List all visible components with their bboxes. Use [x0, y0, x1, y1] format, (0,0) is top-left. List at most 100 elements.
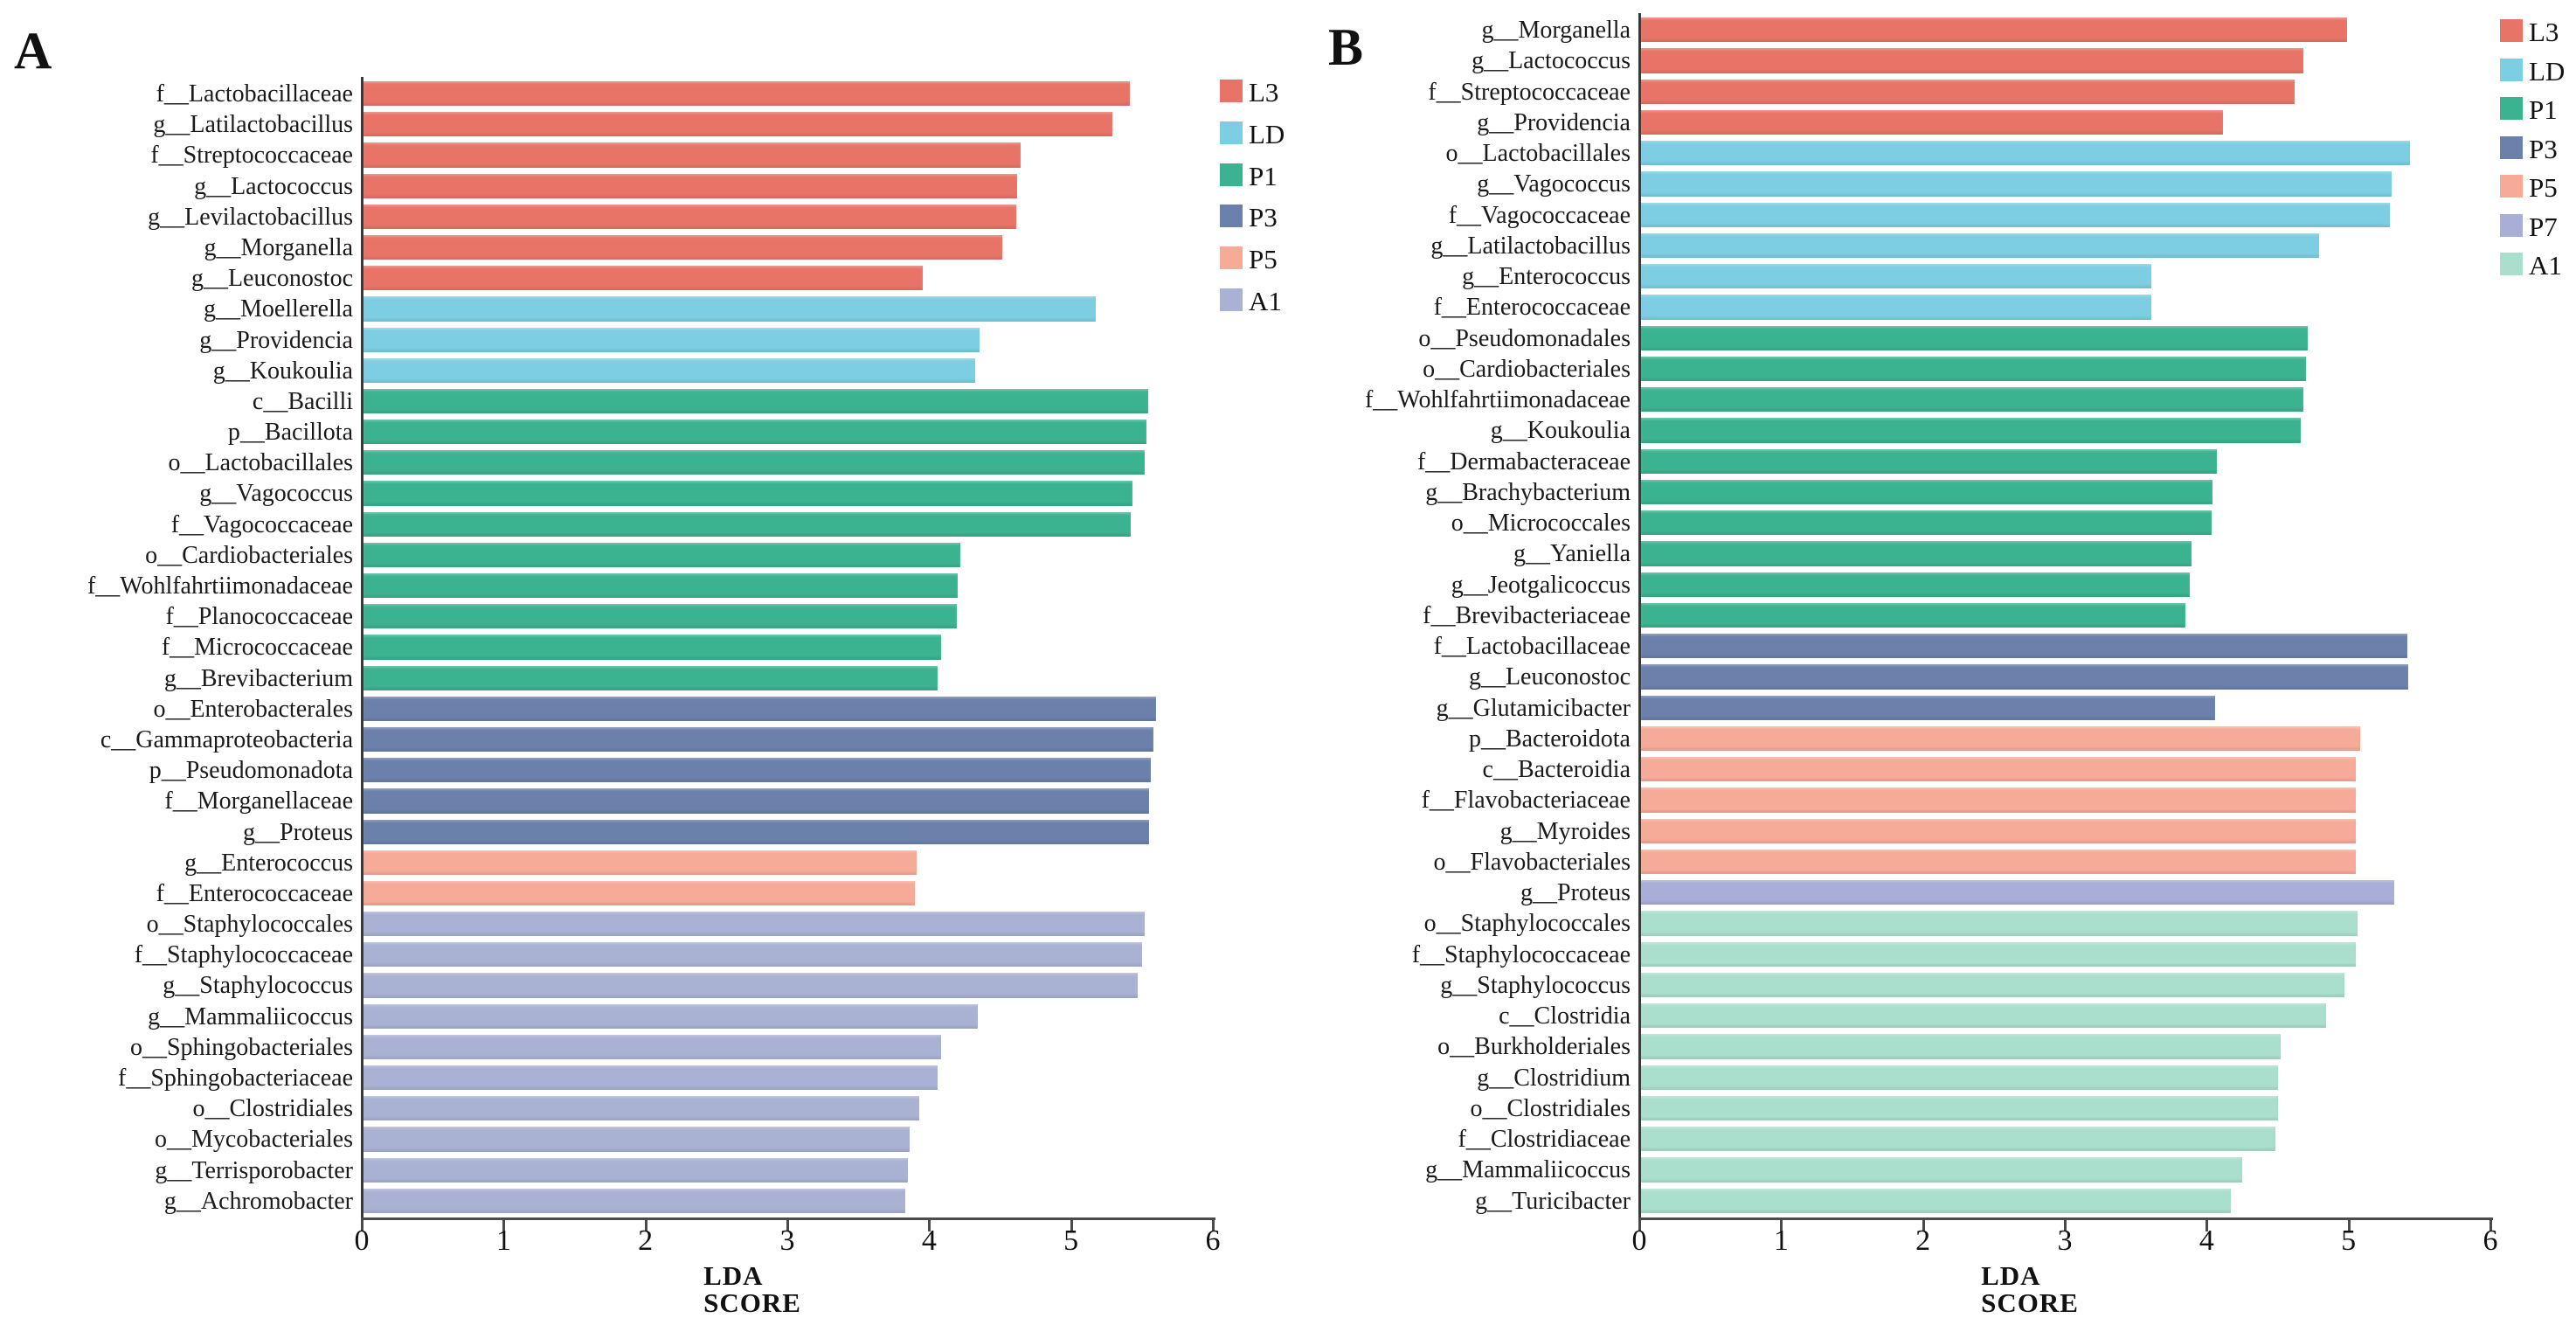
- bar-g__Latilactobacillus: [364, 112, 1112, 137]
- taxon-label: g__Glutamicibacter: [1436, 694, 1631, 722]
- taxon-label: p__Pseudomonadota: [149, 757, 353, 785]
- x-tick: [928, 1220, 931, 1231]
- bar-g__Jeotgalicoccus: [1641, 572, 2190, 597]
- x-tick-label: 3: [779, 1224, 795, 1257]
- taxon-label: g__Staphylococcus: [1440, 971, 1631, 999]
- taxon-label: f__Morganellaceae: [164, 787, 353, 815]
- taxon-label: o__Cardiobacteriales: [145, 541, 353, 569]
- bar-g__Vagococcus: [364, 481, 1132, 506]
- taxon-label: o__Lactobacillales: [1445, 140, 1631, 168]
- x-tick-label: 2: [1915, 1224, 1931, 1257]
- x-tick: [2064, 1220, 2067, 1231]
- x-tick-label: 6: [2483, 1224, 2498, 1257]
- taxon-label: g__Myroides: [1499, 817, 1631, 845]
- bar-o__Mycobacteriales: [364, 1127, 910, 1152]
- bar-f__Brevibacteriaceae: [1641, 602, 2185, 628]
- bar-f__Planococcaceae: [364, 604, 957, 629]
- x-tick: [361, 1220, 364, 1231]
- bar-g__Terrisporobacter: [364, 1157, 908, 1183]
- legend-label-L3: L3: [2529, 17, 2559, 47]
- taxon-label: p__Bacteroidota: [1468, 725, 1631, 753]
- taxon-label: g__Enterococcus: [184, 849, 353, 877]
- bar-g__Lactococcus: [364, 173, 1017, 198]
- taxon-label: f__Vagococcaceae: [1448, 201, 1631, 229]
- x-tick-label: 0: [1631, 1224, 1647, 1257]
- bar-c__Bacteroidia: [1641, 757, 2356, 782]
- taxon-label: g__Morganella: [204, 233, 353, 261]
- x-tick-label: 5: [2341, 1224, 2357, 1257]
- bar-g__Glutamicibacter: [1641, 695, 2215, 720]
- taxon-label: o__Flavobacteriales: [1433, 848, 1631, 876]
- bar-g__Brevibacterium: [364, 665, 938, 690]
- bar-f__Clostridiaceae: [1641, 1127, 2275, 1152]
- bar-g__Brachybacterium: [1641, 479, 2212, 505]
- x-tick-label: 4: [2199, 1224, 2214, 1257]
- x-tick: [2347, 1220, 2351, 1231]
- legend-label-P3: P3: [1249, 202, 1278, 233]
- bar-g__Mammaliicoccus: [364, 1003, 978, 1029]
- taxon-label: f__Dermabacteraceae: [1416, 447, 1631, 475]
- bar-g__Morganella: [1641, 17, 2347, 43]
- legend-swatch-P1: [1220, 163, 1243, 186]
- taxon-label: g__Lactococcus: [1472, 47, 1631, 75]
- taxon-label: g__Lactococcus: [194, 172, 353, 200]
- bar-g__Myroides: [1641, 818, 2356, 843]
- taxon-label: g__Terrisporobacter: [155, 1156, 353, 1184]
- legend-swatch-P3: [1220, 205, 1243, 228]
- bar-f__Lactobacillaceae: [1641, 634, 2407, 659]
- taxon-label: f__Enterococcaceae: [156, 879, 353, 907]
- taxon-label: f__Wohlfahrtiimonadaceae: [1364, 386, 1631, 414]
- bar-g__Moellerella: [364, 296, 1096, 322]
- x-tick-label: 4: [921, 1224, 937, 1257]
- taxon-label: g__Staphylococcus: [163, 972, 353, 1000]
- taxon-label: c__Bacteroidia: [1482, 756, 1631, 784]
- legend-swatch-P3: [2500, 135, 2523, 159]
- taxon-label: g__Turicibacter: [1475, 1187, 1631, 1215]
- legend-label-LD: LD: [2529, 55, 2566, 87]
- taxon-label: g__Moellerella: [203, 295, 353, 323]
- legend-swatch-P5: [1220, 246, 1243, 270]
- bar-g__Yaniella: [1641, 541, 2192, 566]
- legend-label-A1: A1: [1249, 286, 1282, 316]
- bar-p__Bacteroidota: [1641, 725, 2360, 752]
- taxon-label: g__Proteus: [243, 818, 353, 846]
- bar-f__Flavobacteriaceae: [1641, 787, 2356, 813]
- taxon-label: g__Mammaliicoccus: [148, 1002, 353, 1030]
- bar-f__Streptococcaceae: [1641, 79, 2295, 104]
- legend-swatch-LD: [1220, 121, 1243, 144]
- bar-f__Wohlfahrtiimonadaceae: [364, 573, 958, 599]
- taxon-label: f__Staphylococcaceae: [134, 941, 353, 969]
- taxon-label: f__Brevibacteriaceae: [1423, 601, 1631, 629]
- bar-f__Sphingobacteriaceae: [364, 1065, 938, 1091]
- x-tick: [502, 1220, 506, 1231]
- legend-swatch-P5: [2500, 175, 2523, 198]
- taxon-label: g__Vagococcus: [199, 480, 353, 508]
- x-tick: [2489, 1220, 2492, 1231]
- taxon-label: g__Jeotgalicoccus: [1451, 571, 1631, 599]
- legend-label-P1: P1: [2529, 94, 2558, 125]
- bar-g__Achromobacter: [364, 1188, 905, 1213]
- bar-g__Morganella: [364, 234, 1002, 260]
- bar-g__Enterococcus: [364, 850, 917, 875]
- taxon-label: c__Gammaproteobacteria: [100, 725, 353, 753]
- taxon-label: g__Mammaliicoccus: [1425, 1156, 1631, 1184]
- bar-f__Enterococcaceae: [1641, 295, 2151, 320]
- taxon-label: o__Clostridiales: [192, 1095, 353, 1123]
- bar-g__Providencia: [364, 327, 980, 352]
- bar-o__Clostridiales: [364, 1096, 919, 1121]
- taxon-label: f__Vagococcaceae: [170, 510, 353, 538]
- taxon-label: f__Lactobacillaceae: [156, 80, 353, 108]
- taxon-label: g__Vagococcus: [1477, 170, 1631, 198]
- taxon-label: o__Mycobacteriales: [154, 1126, 353, 1154]
- bar-f__Wohlfahrtiimonadaceae: [1641, 387, 2303, 413]
- panel-b-letter: B: [1328, 18, 1364, 76]
- x-axis-line: [1638, 1217, 2493, 1220]
- bar-o__Clostridiales: [1641, 1095, 2278, 1121]
- taxon-label: o__Burkholderiales: [1437, 1033, 1631, 1061]
- legend-swatch-L3: [2500, 19, 2523, 42]
- bar-o__Sphingobacteriales: [364, 1034, 941, 1060]
- bar-g__Leuconostoc: [364, 266, 923, 291]
- bar-f__Staphylococcaceae: [364, 942, 1142, 968]
- bar-o__Lactobacillales: [364, 450, 1145, 475]
- bar-c__Gammaproteobacteria: [364, 726, 1153, 753]
